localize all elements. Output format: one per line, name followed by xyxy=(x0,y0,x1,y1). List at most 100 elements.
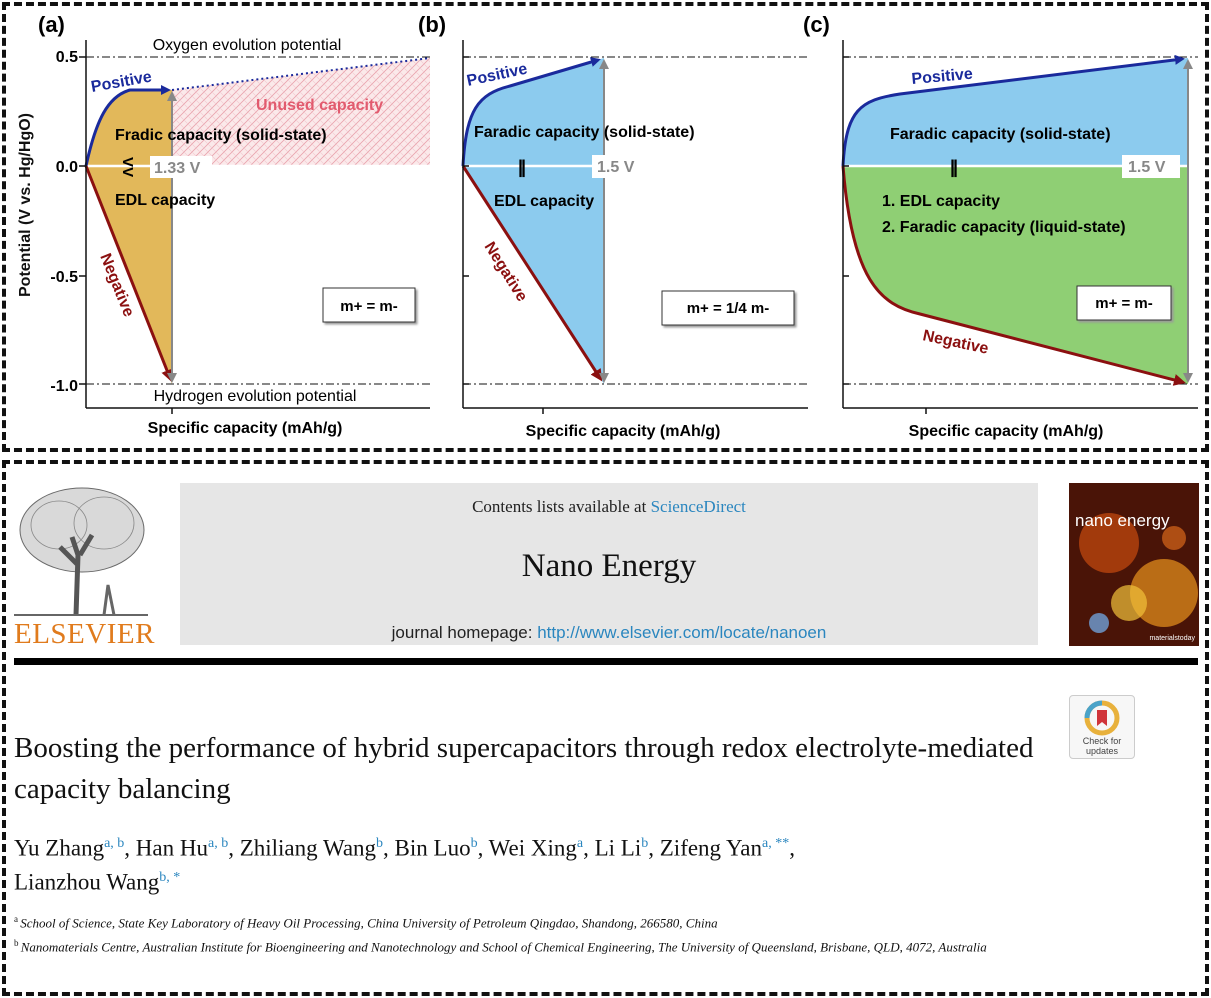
journal-name: Nano Energy xyxy=(521,548,697,584)
author-name[interactable]: Yu Zhang xyxy=(14,835,105,861)
contents-prefix: Contents lists available at xyxy=(472,497,651,516)
y-tick-label: 0.0 xyxy=(56,159,78,176)
y-tick-label: 0.5 xyxy=(56,49,78,66)
negative-curve xyxy=(841,165,1186,386)
x-axis-label: Specific capacity (mAh/g) xyxy=(148,420,343,437)
elsevier-wordmark: ELSEVIER xyxy=(14,618,155,650)
voltage-label: 1.5 V xyxy=(597,159,635,176)
author-name[interactable]: Bin Luo xyxy=(394,835,471,861)
y-tick-label: -1.0 xyxy=(50,378,78,395)
oxygen-evolution-label: Oxygen evolution potential xyxy=(153,37,342,54)
panel-c-upper-fill xyxy=(843,58,1188,166)
author-separator: , xyxy=(383,835,395,861)
homepage-line: journal homepage: http://www.elsevier.co… xyxy=(180,623,1038,643)
author-affiliation-marker[interactable]: b, * xyxy=(159,869,181,885)
author-separator: , xyxy=(789,835,795,861)
panel-c: (c) Positive Negative Faradic capacity (… xyxy=(803,12,1198,414)
hydrogen-evolution-label: Hydrogen evolution potential xyxy=(154,388,357,405)
relation-symbol: || xyxy=(950,157,957,177)
positive-curve xyxy=(461,57,601,167)
unused-capacity-label: Unused capacity xyxy=(256,97,383,114)
panel-letter: (a) xyxy=(38,12,65,37)
mass-ratio-box xyxy=(1076,285,1172,321)
author-affiliation-marker[interactable]: a, b xyxy=(207,836,229,851)
paper-title: Boosting the performance of hybrid super… xyxy=(14,732,1034,805)
homepage-link[interactable]: http://www.elsevier.com/locate/nanoen xyxy=(537,623,827,642)
elsevier-tree-logo xyxy=(14,487,148,616)
author-name[interactable]: Zhiliang Wang xyxy=(239,835,377,861)
check-updates-icon xyxy=(1084,700,1120,736)
contents-line: Contents lists available at ScienceDirec… xyxy=(180,497,1038,517)
author-affiliation-marker[interactable]: b xyxy=(470,836,478,851)
liquid-faradic-label: 2. Faradic capacity (liquid-state) xyxy=(882,219,1126,236)
author-separator: , xyxy=(124,835,136,861)
relation-symbol: || xyxy=(518,157,525,177)
affiliation-item: b Nanomaterials Centre, Australian Insti… xyxy=(14,933,1194,957)
negative-line xyxy=(84,165,173,382)
positive-label: Positive xyxy=(911,66,974,88)
author-separator: , xyxy=(477,835,489,861)
edl-capacity-label: EDL capacity xyxy=(494,193,594,210)
x-axis-label: Specific capacity (mAh/g) xyxy=(526,423,721,440)
author-affiliation-marker[interactable]: a xyxy=(576,836,584,851)
affiliation-key: a xyxy=(14,914,21,924)
author-separator: , xyxy=(583,835,595,861)
negative-label: Negative xyxy=(921,327,990,358)
mass-ratio-label: m+ = m- xyxy=(340,298,398,315)
positive-curve xyxy=(84,85,171,167)
author-affiliation-marker[interactable]: a, ** xyxy=(761,836,790,851)
edl-capacity-label: EDL capacity xyxy=(115,192,215,209)
affiliation-key: b xyxy=(14,938,21,949)
check-for-updates-badge[interactable]: Check for updates xyxy=(1069,695,1135,759)
voltage-label: 1.5 V xyxy=(1128,159,1166,176)
affiliation-text: School of Science, State Key Laboratory … xyxy=(20,915,718,931)
edl-capacity-label: 1. EDL capacity xyxy=(882,193,1000,210)
sciencedirect-link[interactable]: ScienceDirect xyxy=(650,497,746,516)
relation-symbol: V V xyxy=(119,157,136,177)
faradic-capacity-label: Faradic capacity (solid-state) xyxy=(890,126,1111,143)
author-name[interactable]: Lianzhou Wang xyxy=(14,869,160,895)
panel-c-lower-fill xyxy=(843,166,1188,384)
mass-ratio-box xyxy=(661,290,795,326)
y-axis-label: Potential (V vs. Hg/HgO) xyxy=(17,113,34,297)
cover-brand: materialstoday xyxy=(1149,635,1195,642)
author-separator: , xyxy=(228,835,240,861)
author-affiliation-marker[interactable]: a, b xyxy=(104,836,125,851)
mass-ratio-label: m+ = 1/4 m- xyxy=(687,300,770,317)
author-affiliation-marker[interactable]: b xyxy=(376,836,384,851)
mass-ratio-label: m+ = m- xyxy=(1095,295,1153,312)
panel-letter: (c) xyxy=(803,12,830,37)
affiliation-list: a School of Science, State Key Laborator… xyxy=(14,909,1194,958)
voltage-label: 1.33 V xyxy=(154,160,201,177)
author-name[interactable]: Zifeng Yan xyxy=(659,835,762,861)
panel-b: (b) Positive Negative Faradic capacity (… xyxy=(418,12,808,414)
check-updates-label: Check for updates xyxy=(1082,736,1122,756)
panel-a: (a) Oxygen evolution potential Hydrogen … xyxy=(38,12,431,414)
negative-line xyxy=(461,165,603,382)
cover-artwork xyxy=(1069,483,1199,646)
cover-title: nano energy xyxy=(1075,511,1170,530)
author-separator: , xyxy=(648,835,660,861)
author-affiliation-marker[interactable]: b xyxy=(641,836,649,851)
x-axis-label: Specific capacity (mAh/g) xyxy=(909,423,1104,440)
header-rule xyxy=(14,658,1198,665)
capacity-balancing-figure: Potential (V vs. Hg/HgO) 0.5 0.0 -0.5 -1… xyxy=(17,12,1198,440)
positive-curve xyxy=(841,54,1185,167)
homepage-prefix: journal homepage: xyxy=(391,623,538,642)
affiliation-text: Nanomaterials Centre, Australian Institu… xyxy=(20,939,987,955)
unused-capacity-region xyxy=(172,58,430,166)
author-list: Yu Zhanga, b, Han Hua, b, Zhiliang Wangb… xyxy=(14,829,1194,896)
y-tick-label: -0.5 xyxy=(50,269,78,286)
figure-frame xyxy=(2,2,1209,452)
article-frame xyxy=(2,460,1209,996)
panel-b-capacity-fill xyxy=(463,58,604,384)
journal-header-panel xyxy=(180,483,1038,645)
panel-letter: (b) xyxy=(418,12,446,37)
author-name[interactable]: Wei Xing xyxy=(488,835,577,861)
affiliation-item: a School of Science, State Key Laborator… xyxy=(14,909,1194,933)
author-name[interactable]: Li Li xyxy=(594,835,642,861)
journal-cover[interactable]: nano energy materialstoday xyxy=(1069,483,1199,646)
faradic-capacity-label: Faradic capacity (solid-state) xyxy=(474,124,695,141)
faradic-capacity-label: Fradic capacity (solid-state) xyxy=(115,127,327,144)
author-name[interactable]: Han Hu xyxy=(135,835,208,861)
